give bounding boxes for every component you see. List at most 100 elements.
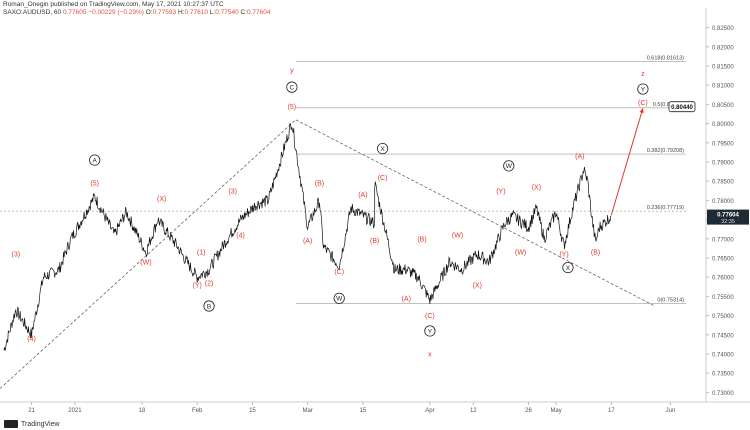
current-price-time: 32:35: [721, 219, 735, 225]
wave-label: (X): [532, 184, 541, 191]
wave-label: (4): [236, 232, 245, 239]
projection-line: [610, 108, 644, 216]
wave-label-circled: Y: [641, 86, 646, 93]
fib-level-label: 0.236(0.77719): [647, 205, 684, 211]
y-tick-label: 0.82500: [712, 26, 734, 32]
wave-label-circled: X: [380, 146, 385, 153]
open-label: O:: [145, 9, 153, 16]
close-label: C:: [240, 9, 248, 16]
y-tick-label: 0.75000: [712, 314, 734, 320]
y-tick-label: 0.80500: [712, 103, 734, 109]
price-line: [3, 122, 612, 351]
wave-label: (B): [417, 236, 426, 243]
wave-label: (3): [228, 188, 237, 195]
x-tick-label: 18: [139, 408, 146, 414]
wave-label-circled: W: [506, 163, 513, 170]
y-tick-label: 0.73500: [712, 372, 734, 378]
fib-level-label: 0.5(0.80410): [653, 102, 684, 108]
x-tick-label: Mar: [302, 408, 312, 414]
y-tick-label: 0.76000: [712, 276, 734, 282]
wave-label: (X): [473, 282, 482, 289]
y-tick-label: 0.78500: [712, 180, 734, 186]
wave-label-circle: [503, 160, 515, 172]
wave-label: (X): [157, 196, 166, 203]
y-tick-label: 0.81500: [712, 65, 734, 71]
ohlc-line: SAXO:AUDUSD, 60 0.77605 −0.00229 (−0.29%…: [3, 9, 271, 16]
wave-label-circled: Y: [428, 328, 433, 335]
x-tick-label: Feb: [192, 408, 203, 414]
target-badge-text: 0.80440: [671, 105, 693, 111]
target-badge: [668, 101, 696, 113]
projection-arrowhead: [639, 108, 644, 114]
low-label: L:: [209, 9, 216, 16]
brand-text: TradingView: [21, 420, 60, 428]
close-value: 0.77604: [247, 9, 271, 16]
current-price-text: 0.77604: [717, 213, 739, 219]
wave-label-circle: [89, 154, 101, 166]
wave-label: (Y): [559, 252, 568, 259]
wave-label: (B): [591, 250, 600, 257]
wave-label: (5): [90, 181, 99, 188]
wave-label: (4): [27, 336, 36, 343]
y-tick-label: 0.79500: [712, 141, 734, 147]
wave-label: (B): [315, 181, 324, 188]
wave-label: (1): [197, 250, 206, 257]
x-tick-label: Apr: [425, 408, 434, 414]
y-tick-label: 0.75500: [712, 295, 734, 301]
wave-label: (C): [425, 313, 435, 320]
symbol: SAXO:AUDUSD, 60: [3, 9, 62, 16]
footer: TradingView: [4, 420, 60, 428]
fib-level-label: 0.382(0.79208): [647, 148, 684, 154]
wave-label: (3): [11, 252, 20, 259]
wave-label-circled: A: [92, 157, 97, 164]
wave-label-circled: B: [207, 303, 211, 310]
y-tick-label: 0.82000: [712, 45, 734, 51]
y-tick-label: 0.79000: [712, 161, 734, 167]
y-tick-label: 0.73000: [712, 391, 734, 397]
x-tick-label: 15: [249, 408, 256, 414]
wave-label: z: [641, 71, 645, 78]
x-tick-label: May: [550, 408, 561, 414]
wave-label-circle: [424, 325, 436, 337]
wave-label: x: [428, 352, 432, 359]
wave-label: (A): [358, 192, 367, 199]
wave-label-circle: [637, 83, 649, 95]
wave-label: (Y): [496, 188, 505, 195]
publisher-text: Roman_Onegin published on TradingView.co…: [3, 1, 224, 8]
y-tick-label: 0.76500: [712, 257, 734, 263]
wave-label-circled: C: [290, 85, 295, 92]
wave-label: (5): [288, 104, 297, 111]
wave-label: (C): [638, 100, 648, 107]
wave-label: (W): [515, 250, 526, 257]
wave-label-circle: [203, 300, 215, 312]
y-tick-label: 0.78000: [712, 199, 734, 205]
wave-label: (Y): [193, 282, 202, 289]
wave-label-circle: [286, 81, 298, 93]
wave-label: (A): [402, 296, 411, 303]
trendline: [295, 119, 655, 307]
y-tick-label: 0.81000: [712, 84, 734, 90]
y-tick-label: 0.77000: [712, 237, 734, 243]
publisher-line: Roman_Onegin published on TradingView.co…: [3, 1, 224, 8]
x-tick-label: 21: [28, 408, 35, 414]
wave-label: y: [290, 67, 294, 74]
y-tick-label: 0.74000: [712, 353, 734, 359]
wave-label: (A): [303, 238, 312, 245]
last-price: 0.77605: [62, 9, 87, 16]
wave-label: (A): [575, 154, 584, 161]
x-tick-label: 12: [470, 408, 477, 414]
wave-label-circled: W: [336, 296, 343, 303]
x-tick-label: 2021: [68, 408, 82, 414]
wave-label-circled: X: [566, 265, 571, 272]
wave-label: (C): [334, 269, 344, 276]
low-value: 0.77540: [215, 9, 239, 16]
tradingview-logo-icon: [4, 420, 18, 428]
x-tick-label: Jun: [666, 408, 676, 414]
wave-label-circle: [376, 142, 389, 155]
trendline: [0, 119, 297, 389]
open-value: 0.77593: [152, 9, 177, 16]
high-value: 0.77610: [184, 9, 208, 16]
wave-label: (B): [370, 238, 379, 245]
x-tick-label: 15: [360, 408, 367, 414]
